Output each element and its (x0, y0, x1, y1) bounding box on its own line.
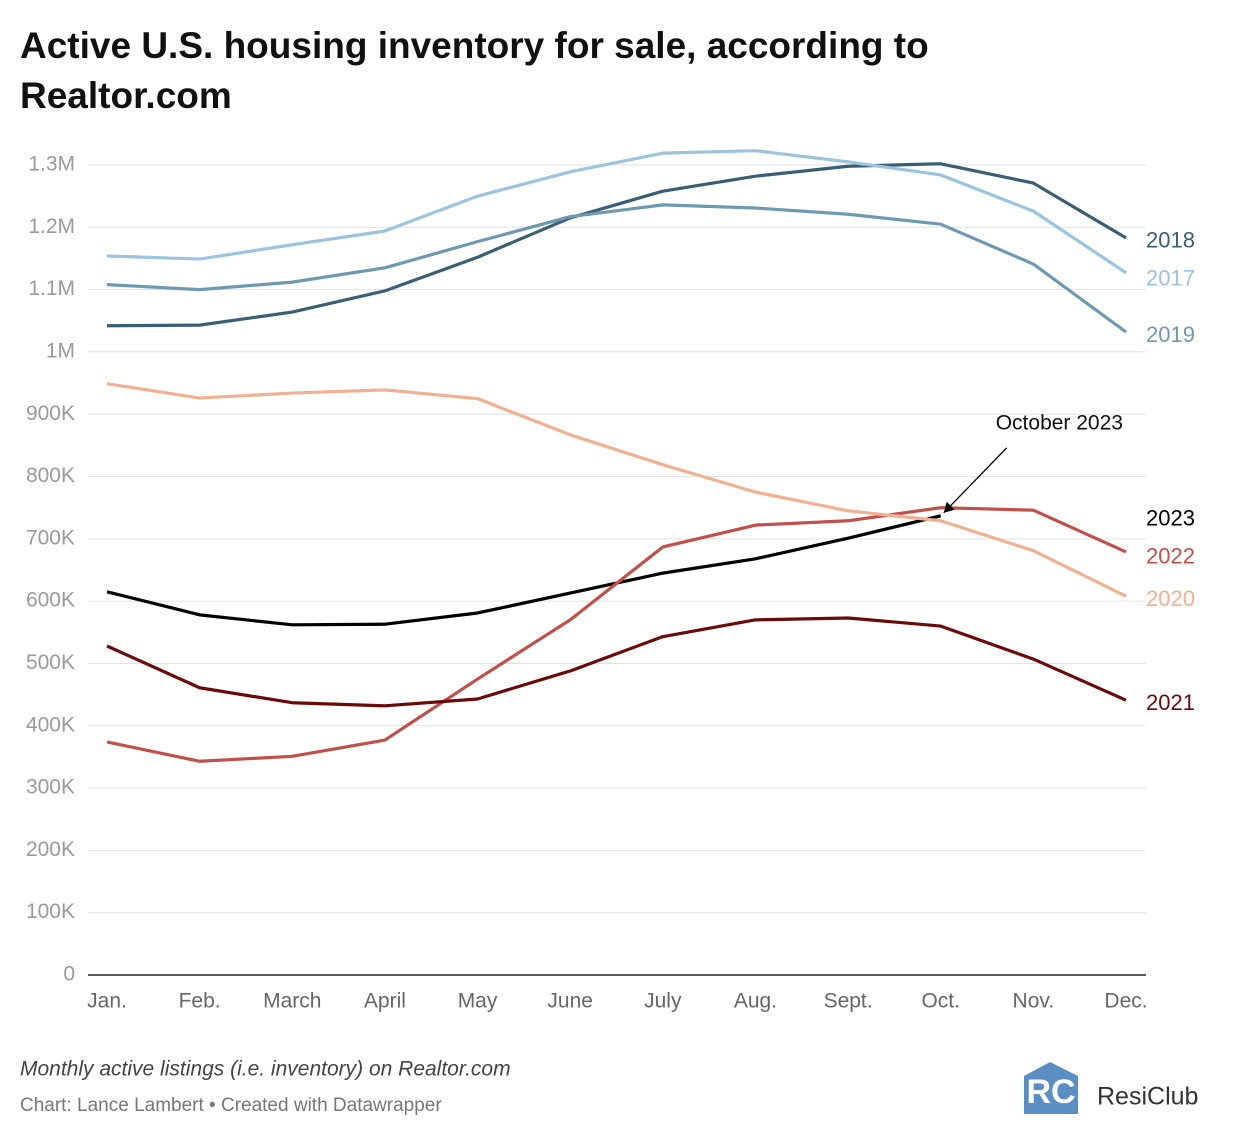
x-tick-label: Sept. (824, 990, 873, 1013)
y-tick-label: 800K (26, 464, 75, 487)
line (106, 162, 1127, 328)
chart-credit: Chart: Lance Lambert • Created with Data… (20, 1095, 442, 1116)
svg-text:RC: RC (1026, 1073, 1075, 1111)
y-tick-label: 1.2M (28, 215, 75, 238)
logo-icon: RC (1024, 1062, 1078, 1114)
legend-label: 2019 (1146, 322, 1195, 347)
x-tick-label: Aug. (734, 990, 777, 1013)
legend-label: 2022 (1146, 544, 1195, 569)
chart-title: Realtor.com (20, 75, 232, 116)
x-tick-label: Oct. (921, 990, 960, 1013)
legend-label: 2020 (1146, 586, 1195, 611)
line (106, 506, 1127, 763)
x-tick-label: Dec. (1104, 990, 1147, 1013)
legend-label: 2021 (1146, 690, 1195, 715)
y-tick-label: 1M (46, 339, 75, 362)
legend-label: 2017 (1146, 266, 1195, 291)
arrow-head (943, 501, 955, 513)
y-tick-label: 1.1M (28, 277, 75, 300)
legend-label: 2018 (1146, 228, 1195, 253)
y-tick-label: 0 (63, 963, 75, 986)
annotation-arrow (943, 447, 1008, 514)
line (106, 616, 1127, 708)
y-tick-label: 500K (26, 651, 75, 674)
x-tick-label: April (364, 990, 406, 1013)
line (106, 149, 1127, 275)
line (106, 203, 1127, 334)
legend-label: 2023 (1146, 506, 1195, 531)
x-tick-label: Feb. (179, 990, 221, 1013)
chart-title: Active U.S. housing inventory for sale, … (20, 25, 929, 66)
y-tick-label: 600K (26, 589, 75, 612)
y-tick-label: 900K (26, 402, 75, 425)
x-tick-label: March (263, 990, 321, 1013)
y-tick-label: 200K (26, 838, 75, 861)
line (106, 382, 1127, 598)
y-tick-label: 400K (26, 713, 75, 736)
y-tick-label: 300K (26, 776, 75, 799)
x-tick-label: July (644, 990, 682, 1013)
x-tick-label: Nov. (1013, 990, 1055, 1013)
x-tick-label: June (547, 990, 593, 1013)
y-tick-label: 100K (26, 900, 75, 923)
logo-text: ResiClub (1097, 1083, 1198, 1111)
x-tick-label: Jan. (87, 990, 127, 1013)
y-tick-label: 700K (26, 526, 75, 549)
x-tick-label: May (458, 990, 498, 1013)
y-tick-label: 1.3M (28, 153, 75, 176)
line (106, 514, 942, 627)
annotation: October 2023 (996, 411, 1123, 434)
chart-note: Monthly active listings (i.e. inventory)… (20, 1058, 511, 1081)
